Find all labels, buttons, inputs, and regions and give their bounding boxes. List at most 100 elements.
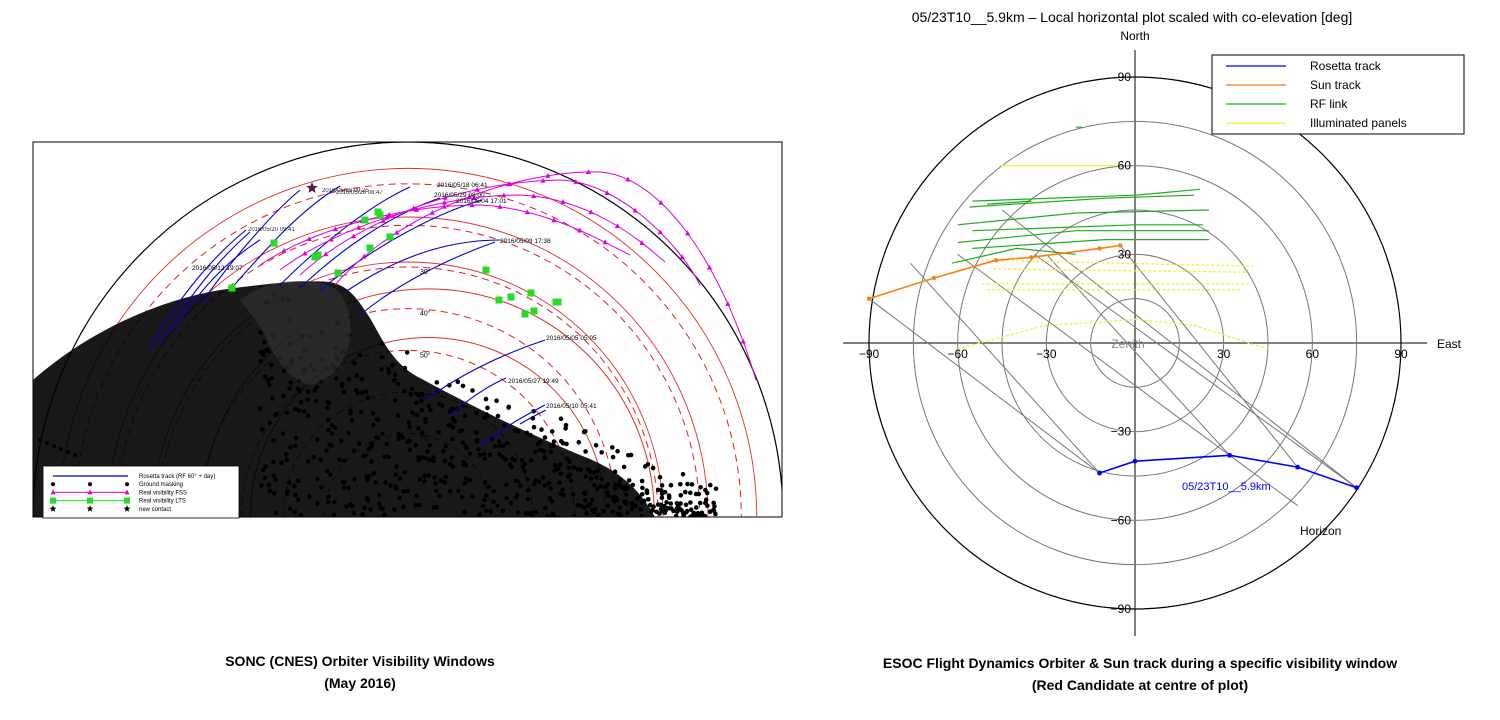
mask-dot bbox=[685, 481, 690, 487]
mask-dot bbox=[565, 474, 571, 480]
horizon-label: Horizon bbox=[1300, 524, 1341, 538]
legend-star bbox=[86, 505, 94, 512]
mask-dot bbox=[346, 430, 352, 436]
fss-marker bbox=[524, 209, 530, 215]
mask-dot bbox=[405, 439, 411, 445]
fss-marker bbox=[474, 186, 480, 192]
mask-dot bbox=[543, 505, 548, 511]
rosetta-tracks bbox=[149, 185, 547, 446]
mask-dot bbox=[388, 482, 394, 488]
lts-marker bbox=[507, 293, 515, 301]
mask-dot bbox=[533, 509, 539, 515]
fss-marker bbox=[588, 209, 594, 215]
legend-dot bbox=[51, 482, 55, 487]
mask-dot bbox=[404, 350, 410, 355]
fss-marker bbox=[356, 224, 362, 230]
mask-dot bbox=[591, 509, 597, 515]
mask-dot bbox=[332, 499, 337, 505]
mask-dot bbox=[572, 514, 577, 517]
mask-dot bbox=[612, 482, 618, 487]
mask-dot bbox=[503, 457, 509, 462]
mask-dot bbox=[359, 390, 365, 396]
mask-dot-edge bbox=[52, 444, 56, 448]
mask-dot bbox=[436, 430, 441, 435]
mask-dot bbox=[400, 435, 406, 440]
mask-dot bbox=[351, 510, 357, 516]
mask-dot bbox=[594, 468, 600, 474]
mask-dot bbox=[474, 430, 479, 436]
mask-dot bbox=[280, 431, 286, 436]
mask-dot bbox=[583, 498, 588, 503]
mask-dot bbox=[452, 419, 458, 424]
sun-track-point bbox=[1029, 255, 1034, 260]
mask-dot bbox=[481, 451, 487, 457]
mask-dot bbox=[257, 406, 263, 412]
mask-dot bbox=[371, 422, 376, 428]
mask-dot bbox=[582, 505, 587, 511]
mask-dot bbox=[651, 504, 656, 510]
mask-dot bbox=[315, 501, 320, 507]
fss-marker bbox=[414, 207, 420, 212]
mask-dot bbox=[442, 480, 448, 485]
mask-dot bbox=[434, 488, 439, 494]
mask-dot bbox=[416, 502, 422, 508]
mask-dot bbox=[697, 500, 703, 506]
mask-dot bbox=[594, 475, 599, 480]
legend-label: Real visibility FSS bbox=[139, 490, 187, 496]
mask-dot bbox=[368, 507, 373, 512]
mask-dot bbox=[497, 452, 502, 457]
fss-marker bbox=[632, 207, 638, 213]
mask-dot bbox=[395, 381, 401, 387]
mask-dot bbox=[654, 509, 659, 515]
mask-dot bbox=[688, 500, 693, 505]
mask-dot bbox=[508, 500, 514, 506]
mask-dot bbox=[292, 443, 298, 449]
mask-dot bbox=[470, 494, 475, 499]
mask-dot bbox=[560, 487, 565, 493]
mask-dot bbox=[485, 405, 490, 411]
mask-dot bbox=[474, 410, 479, 416]
mask-dot bbox=[515, 479, 520, 484]
fss-marker bbox=[540, 177, 546, 183]
mask-dot bbox=[296, 386, 301, 391]
mask-dot bbox=[433, 481, 439, 486]
mask-dot bbox=[642, 464, 648, 469]
radial-line-0 bbox=[957, 253, 1298, 506]
north-label: North bbox=[1120, 29, 1149, 43]
mask-dot bbox=[379, 367, 384, 372]
mask-dot bbox=[446, 422, 451, 428]
mask-dot bbox=[437, 493, 442, 499]
mask-dot bbox=[528, 432, 533, 438]
mask-dot bbox=[546, 481, 552, 486]
mask-dot bbox=[369, 440, 375, 446]
fss-marker bbox=[323, 251, 329, 257]
mask-dot bbox=[386, 367, 391, 372]
mask-dot bbox=[601, 508, 606, 514]
mask-dot bbox=[362, 505, 367, 511]
mask-dot bbox=[363, 389, 369, 395]
mask-dot bbox=[369, 459, 374, 464]
esoc-polar-chart: 05/23T10__5.9km – Local horizontal plot … bbox=[843, 9, 1465, 636]
rosetta-track-point bbox=[1354, 485, 1360, 491]
rosetta-track-3 bbox=[199, 189, 301, 306]
mask-dot bbox=[419, 408, 425, 413]
mask-dot bbox=[456, 488, 461, 494]
mask-dot bbox=[354, 373, 360, 378]
radial-line-c bbox=[1034, 253, 1357, 489]
mask-dot bbox=[567, 459, 572, 464]
mask-dot bbox=[431, 458, 437, 464]
rf-link-line bbox=[972, 239, 1209, 249]
fss-marker bbox=[497, 204, 503, 209]
mask-dot bbox=[531, 481, 537, 487]
mask-dot bbox=[482, 480, 488, 485]
right-legend: Rosetta track Sun track RF link Illuminated… bbox=[1211, 54, 1465, 135]
mask-dot bbox=[273, 477, 278, 483]
mask-dot bbox=[684, 508, 690, 514]
mask-dot bbox=[644, 490, 650, 496]
mask-dot bbox=[599, 477, 605, 482]
mask-dot bbox=[355, 391, 361, 396]
track-label: 2016/05/05 05:05 bbox=[546, 335, 597, 342]
elevation-label: 30° bbox=[420, 268, 431, 276]
legend-square bbox=[87, 497, 93, 504]
